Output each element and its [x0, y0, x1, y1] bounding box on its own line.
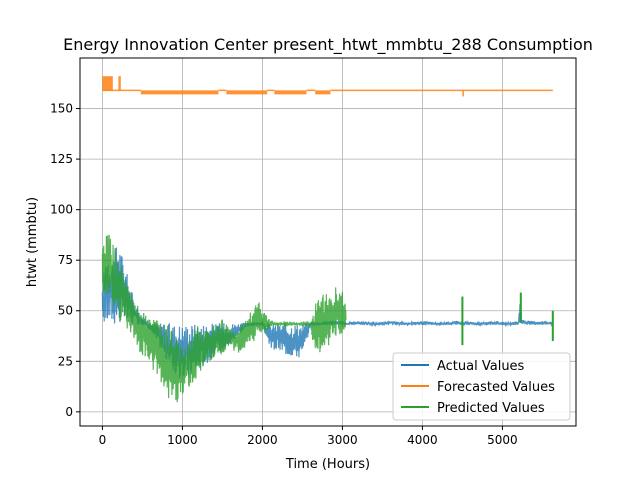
- y-tick-label: 25: [58, 354, 73, 368]
- legend-box: [392, 352, 571, 421]
- y-tick-label: 125: [50, 152, 73, 166]
- x-axis-label: Time (Hours): [285, 457, 370, 472]
- x-tick-label: 0: [99, 433, 107, 447]
- x-tick-label: 2000: [247, 433, 278, 447]
- y-axis-label: htwt (mmbtu): [25, 197, 40, 287]
- plot-frame: [79, 57, 577, 427]
- legend-label-forecast: Forecasted Values: [437, 380, 555, 395]
- legend: Actual Values Forecasted Values Predicte…: [392, 352, 571, 421]
- x-tick-label: 4000: [407, 433, 438, 447]
- y-tick-label: 0: [65, 405, 73, 419]
- axis-ticks: 0 1000 2000 3000 4000 5000 0 25 50 75 100 125 150: [50, 102, 518, 447]
- x-tick-label: 3000: [327, 433, 358, 447]
- series-predicted: [101, 234, 347, 403]
- y-tick-label: 75: [58, 253, 73, 267]
- legend-label-actual: Actual Values: [437, 359, 525, 374]
- forecast-spike: [102, 76, 113, 91]
- y-tick-label: 150: [50, 102, 73, 116]
- forecast-segment: [274, 90, 307, 95]
- forecast-segment: [140, 90, 219, 95]
- plot-data: [101, 76, 554, 403]
- legend-label-predicted: Predicted Values: [437, 401, 545, 416]
- chart-title: Energy Innovation Center present_htwt_mm…: [63, 35, 593, 55]
- series-forecast: [102, 76, 553, 97]
- y-tick-label: 100: [50, 203, 73, 217]
- y-tick-label: 50: [58, 304, 73, 318]
- forecast-spike: [462, 90, 464, 97]
- x-tick-label: 1000: [167, 433, 198, 447]
- x-tick-label: 5000: [487, 433, 518, 447]
- series-predicted-spikes: [461, 292, 554, 346]
- forecast-spike: [118, 76, 121, 91]
- forecast-segment: [315, 90, 331, 95]
- series-predicted-line: [101, 234, 347, 403]
- forecast-segment: [226, 90, 268, 95]
